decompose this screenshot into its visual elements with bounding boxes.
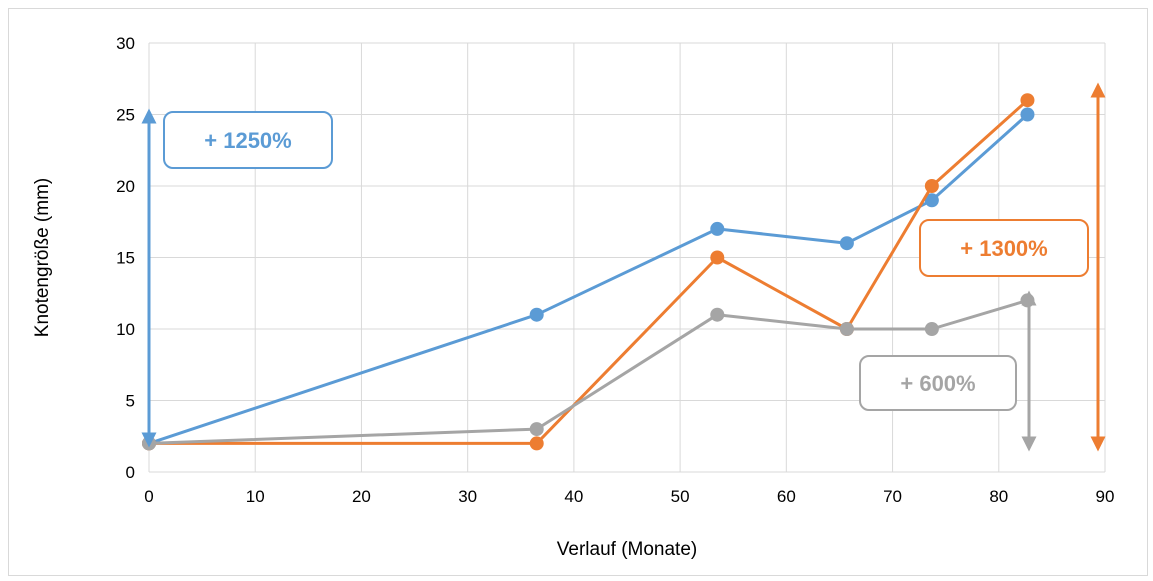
- x-tick-label: 50: [671, 487, 690, 506]
- annotation-600: + 600%: [859, 290, 1037, 452]
- data-point-0: [1020, 107, 1035, 122]
- x-tick-label: 40: [564, 487, 583, 506]
- data-point-2: [710, 307, 725, 322]
- x-axis-title: Verlauf (Monate): [557, 539, 697, 560]
- data-point-0: [924, 193, 939, 208]
- chart-frame: [8, 8, 1148, 576]
- y-tick-label: 20: [116, 177, 135, 196]
- y-tick-label: 10: [116, 320, 135, 339]
- data-point-1: [1020, 93, 1035, 108]
- annotation-label-blue: + 1250%: [204, 128, 291, 153]
- data-point-2: [924, 322, 939, 336]
- data-point-2: [1020, 293, 1035, 308]
- data-point-1: [710, 250, 725, 265]
- data-point-1: [924, 179, 939, 193]
- x-tick-label: 80: [989, 487, 1008, 506]
- data-point-2: [529, 422, 544, 437]
- y-tick-label: 0: [126, 463, 135, 482]
- y-tick-label: 30: [116, 34, 135, 53]
- annotation-box-blue: [163, 111, 333, 169]
- x-tick-label: 0: [144, 487, 153, 506]
- x-tick-label: 20: [352, 487, 371, 506]
- annotation-label-orange: + 1300%: [960, 236, 1047, 261]
- annotation-1300: + 1300%: [919, 82, 1106, 452]
- data-point-0: [839, 236, 854, 251]
- tick-labels: 0 5 10 15 20 25 30 0 10 20 30 40 50 60 70 80 90: [116, 34, 1114, 506]
- data-point-2: [839, 322, 854, 336]
- data-point-0: [529, 307, 544, 322]
- series-line-2: [148, 298, 1028, 445]
- x-tick-label: 60: [777, 487, 796, 506]
- series-line-1: [149, 99, 1029, 445]
- x-tick-label: 10: [246, 487, 265, 506]
- series-line-0: [148, 113, 1029, 445]
- data-point-1: [529, 436, 544, 451]
- x-tick-label: 90: [1096, 487, 1115, 506]
- annotation-box-orange: [919, 219, 1089, 277]
- annotation-label-gray: + 600%: [900, 371, 975, 396]
- x-tick-label: 30: [458, 487, 477, 506]
- data-point-0: [710, 221, 725, 236]
- annotation-box-gray: [859, 355, 1017, 411]
- y-axis-title: Knotengröße (mm): [32, 178, 53, 337]
- annotation-1250: + 1250%: [141, 108, 333, 448]
- y-tick-label: 5: [126, 392, 135, 411]
- y-tick-label: 15: [116, 249, 135, 268]
- x-tick-label: 70: [883, 487, 902, 506]
- y-tick-label: 25: [116, 106, 135, 125]
